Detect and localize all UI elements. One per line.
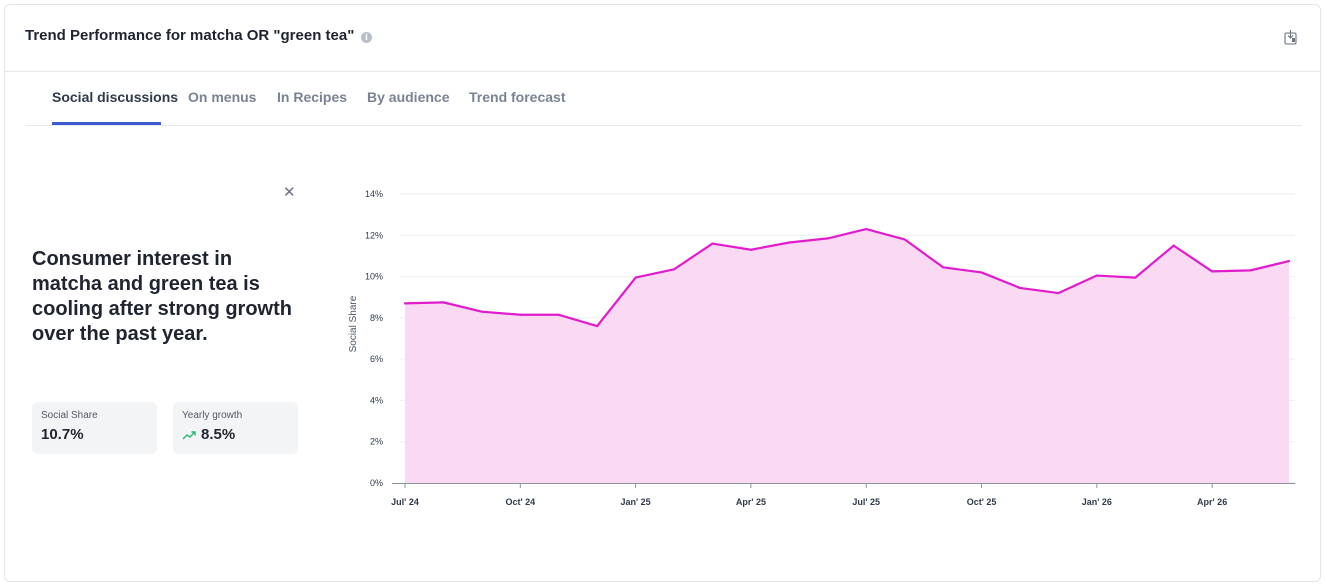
data-point (980, 271, 983, 274)
x-tick-label: Jan' 26 (1082, 497, 1112, 507)
data-point (1287, 259, 1291, 263)
data-point (1018, 286, 1022, 290)
data-point (634, 276, 637, 279)
data-point (442, 301, 445, 304)
x-tick-label: Jul' 24 (391, 497, 419, 507)
insight-headline: Consumer interest in matcha and green te… (32, 248, 292, 345)
tab-social-discussions[interactable]: Social discussions (52, 89, 179, 105)
tab-in-recipes[interactable]: In Recipes (277, 89, 348, 105)
x-tick-label: Apr' 26 (1197, 497, 1227, 507)
y-tick-label: 8% (370, 313, 383, 323)
data-point (1134, 276, 1137, 279)
tab-on-menus[interactable]: On menus (188, 89, 257, 105)
data-point (519, 313, 522, 316)
data-point (1211, 270, 1214, 273)
export-icon[interactable] (1284, 29, 1298, 45)
stat-value: 10.7% (41, 426, 84, 443)
data-point (711, 242, 714, 245)
x-tick-label: Jan' 25 (621, 497, 651, 507)
y-tick-label: 0% (370, 478, 383, 488)
data-point (672, 268, 676, 271)
data-point (1172, 244, 1175, 247)
series-area (405, 229, 1289, 483)
data-point (403, 302, 407, 305)
data-point (749, 248, 753, 251)
y-tick-label: 2% (370, 437, 383, 447)
x-tick-label: Jul' 25 (852, 497, 880, 507)
data-point (480, 310, 483, 313)
y-tick-label: 10% (365, 272, 383, 282)
trend-card: Trend Performance for matcha OR "green t… (4, 4, 1321, 582)
y-axis-label: Social Share (348, 295, 359, 352)
y-tick-label: 6% (370, 354, 383, 364)
stat-card-yearly-growth: Yearly growth 8.5% (173, 402, 298, 454)
card-header: Trend Performance for matcha OR "green t… (5, 5, 1320, 72)
trend-up-icon (182, 431, 196, 440)
y-tick-label: 12% (365, 230, 383, 240)
data-point (1249, 269, 1252, 272)
x-tick-label: Oct' 25 (967, 497, 997, 507)
data-point (826, 237, 829, 240)
active-tab-indicator (52, 122, 161, 125)
stat-value: 8.5% (201, 426, 236, 443)
stat-label: Yearly growth (182, 410, 243, 421)
data-point (1057, 291, 1060, 295)
close-icon[interactable]: ✕ (283, 184, 296, 201)
tab-trend-forecast[interactable]: Trend forecast (469, 89, 566, 105)
stat-card-social-share: Social Share 10.7% (32, 402, 157, 454)
y-tick-label: 4% (370, 395, 383, 405)
tab-by-audience[interactable]: By audience (367, 89, 450, 105)
social-share-chart: 0% 2% 4% 6% 8% 10% 12% 14% Jul' 24 Oct' 24 Jan' 25… (348, 189, 1295, 507)
data-point (903, 238, 906, 241)
data-point (557, 313, 560, 316)
info-icon[interactable]: i (361, 32, 372, 43)
data-point (865, 227, 868, 231)
series-line (404, 227, 1290, 328)
x-tick-label: Apr' 25 (736, 497, 766, 507)
card-title: Trend Performance for matcha OR "green t… (25, 27, 355, 44)
y-tick-label: 14% (365, 189, 383, 199)
stat-value-row: 8.5% (182, 426, 235, 443)
data-point (941, 266, 945, 269)
x-tick-label: Oct' 24 (505, 497, 535, 507)
data-point (1095, 274, 1098, 277)
data-point (596, 325, 599, 328)
stat-label: Social Share (41, 410, 98, 421)
data-point (788, 241, 791, 244)
tab-bar: Social discussions On menus In Recipes B… (25, 71, 1302, 126)
